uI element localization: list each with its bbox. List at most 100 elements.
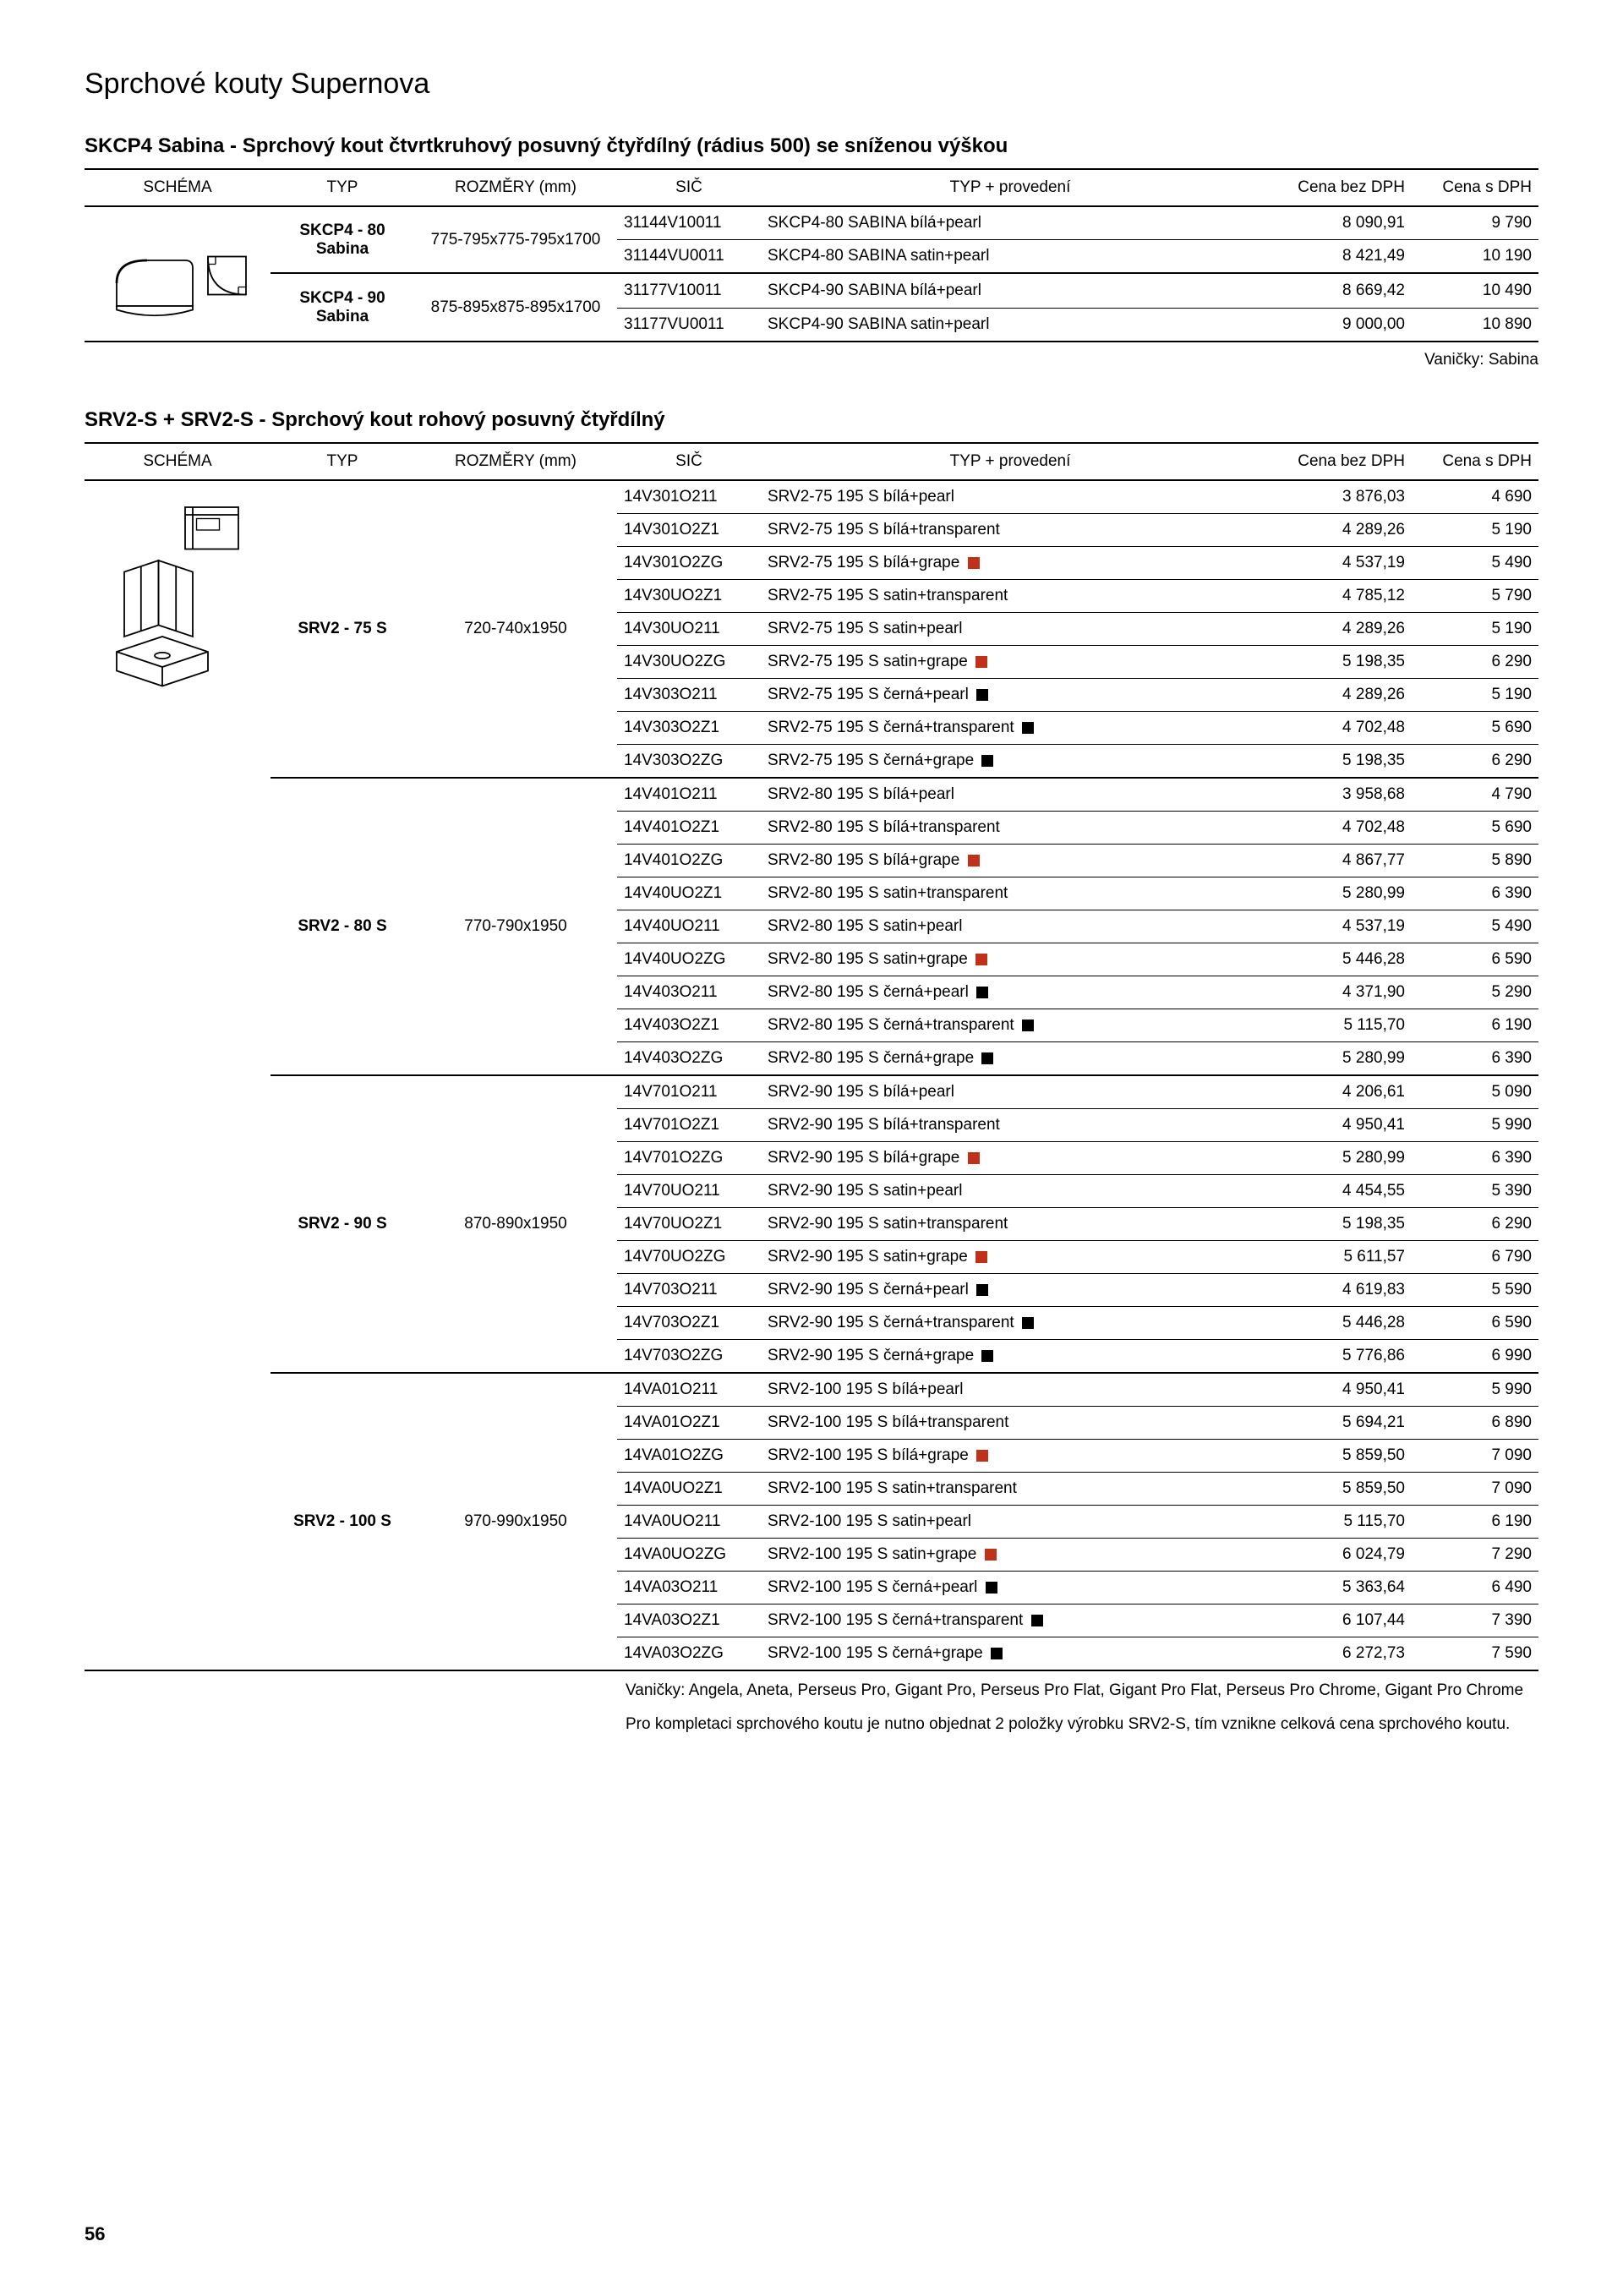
rozmery-cell: 770-790x1950 [414, 778, 617, 1075]
sic-cell: 14V40UO2Z1 [617, 877, 761, 910]
sic-cell: 14VA01O211 [617, 1373, 761, 1407]
black-square-icon [981, 1350, 993, 1362]
bez-cell: 5 363,64 [1260, 1572, 1412, 1604]
black-square-icon [976, 689, 988, 701]
sic-cell: 14V703O2ZG [617, 1340, 761, 1374]
prov-cell: SRV2-80 195 S satin+grape [761, 943, 1260, 976]
dph-cell: 7 390 [1412, 1604, 1538, 1637]
sic-cell: 14VA0UO2ZG [617, 1539, 761, 1572]
section1-title: SKCP4 Sabina - Sprchový kout čtvrtkruhov… [85, 134, 1538, 158]
bez-cell: 4 454,55 [1260, 1175, 1412, 1208]
dph-cell: 7 290 [1412, 1539, 1538, 1572]
sic-cell: 31177V10011 [617, 273, 761, 309]
table-header-row: SCHÉMA TYP ROZMĚRY (mm) SIČ TYP + proved… [85, 443, 1538, 480]
sic-cell: 14V703O211 [617, 1274, 761, 1307]
black-square-icon [1022, 722, 1034, 734]
dph-cell: 10 490 [1412, 273, 1538, 309]
prov-cell: SRV2-80 195 S černá+transparent [761, 1009, 1260, 1042]
prov-cell: SRV2-100 195 S satin+grape [761, 1539, 1260, 1572]
bez-cell: 5 859,50 [1260, 1440, 1412, 1473]
prov-cell: SRV2-80 195 S bílá+pearl [761, 778, 1260, 812]
dph-cell: 6 190 [1412, 1506, 1538, 1539]
black-square-icon [1022, 1317, 1034, 1329]
prov-cell: SRV2-75 195 S černá+pearl [761, 679, 1260, 712]
prov-cell: SRV2-75 195 S černá+transparent [761, 712, 1260, 745]
dph-cell: 5 290 [1412, 976, 1538, 1009]
table-header-row: SCHÉMA TYP ROZMĚRY (mm) SIČ TYP + proved… [85, 169, 1538, 206]
sic-cell: 14V701O211 [617, 1075, 761, 1109]
sic-cell: 14V30UO211 [617, 613, 761, 646]
table-row: SKCP4 - 80Sabina775-795x775-795x17003114… [85, 206, 1538, 240]
prov-cell: SRV2-90 195 S černá+transparent [761, 1307, 1260, 1340]
bez-cell: 5 280,99 [1260, 877, 1412, 910]
prov-cell: SRV2-80 195 S černá+pearl [761, 976, 1260, 1009]
prov-cell: SKCP4-80 SABINA bílá+pearl [761, 206, 1260, 240]
dph-cell: 5 190 [1412, 613, 1538, 646]
bez-cell: 4 702,48 [1260, 712, 1412, 745]
sic-cell: 31144V10011 [617, 206, 761, 240]
prov-cell: SRV2-100 195 S satin+transparent [761, 1473, 1260, 1506]
dph-cell: 6 290 [1412, 745, 1538, 779]
sic-cell: 14V303O211 [617, 679, 761, 712]
dph-cell: 5 490 [1412, 547, 1538, 580]
bez-cell: 4 289,26 [1260, 613, 1412, 646]
col-dph: Cena s DPH [1412, 443, 1538, 480]
dph-cell: 7 590 [1412, 1637, 1538, 1671]
bez-cell: 5 198,35 [1260, 1208, 1412, 1241]
bez-cell: 5 115,70 [1260, 1506, 1412, 1539]
dph-cell: 9 790 [1412, 206, 1538, 240]
sic-cell: 14V403O2ZG [617, 1042, 761, 1076]
col-dph: Cena s DPH [1412, 169, 1538, 206]
table-row: SRV2 - 90 S870-890x195014V701O211SRV2-90… [85, 1075, 1538, 1109]
dph-cell: 4 690 [1412, 480, 1538, 514]
typ-cell: SRV2 - 90 S [270, 1075, 414, 1373]
sic-cell: 14V30UO2Z1 [617, 580, 761, 613]
bez-cell: 6 107,44 [1260, 1604, 1412, 1637]
col-sic: SIČ [617, 169, 761, 206]
prov-cell: SRV2-75 195 S bílá+transparent [761, 514, 1260, 547]
table-row: SKCP4 - 90Sabina875-895x875-895x17003117… [85, 273, 1538, 309]
bez-cell: 3 958,68 [1260, 778, 1412, 812]
bez-cell: 4 537,19 [1260, 547, 1412, 580]
prov-cell: SRV2-100 195 S bílá+pearl [761, 1373, 1260, 1407]
dph-cell: 6 890 [1412, 1407, 1538, 1440]
col-typ: TYP [270, 169, 414, 206]
bez-cell: 5 776,86 [1260, 1340, 1412, 1374]
section1-note: Vaničky: Sabina [85, 351, 1538, 369]
dph-cell: 7 090 [1412, 1440, 1538, 1473]
bez-cell: 8 090,91 [1260, 206, 1412, 240]
prov-cell: SKCP4-90 SABINA satin+pearl [761, 309, 1260, 342]
sic-cell: 14V70UO2ZG [617, 1241, 761, 1274]
dph-cell: 5 990 [1412, 1109, 1538, 1142]
sic-cell: 14V30UO2ZG [617, 646, 761, 679]
prov-cell: SRV2-80 195 S bílá+transparent [761, 812, 1260, 845]
prov-cell: SRV2-100 195 S satin+pearl [761, 1506, 1260, 1539]
prov-cell: SRV2-75 195 S bílá+grape [761, 547, 1260, 580]
prov-cell: SRV2-75 195 S satin+transparent [761, 580, 1260, 613]
sic-cell: 14V40UO2ZG [617, 943, 761, 976]
sic-cell: 14V701O2Z1 [617, 1109, 761, 1142]
typ-cell: SKCP4 - 80Sabina [270, 206, 414, 273]
prov-cell: SRV2-90 195 S satin+transparent [761, 1208, 1260, 1241]
typ-cell: SRV2 - 100 S [270, 1373, 414, 1670]
prov-cell: SRV2-80 195 S satin+pearl [761, 910, 1260, 943]
rozmery-cell: 870-890x1950 [414, 1075, 617, 1373]
dph-cell: 5 590 [1412, 1274, 1538, 1307]
dph-cell: 5 490 [1412, 910, 1538, 943]
prov-cell: SRV2-80 195 S černá+grape [761, 1042, 1260, 1076]
section2-table: SCHÉMA TYP ROZMĚRY (mm) SIČ TYP + proved… [85, 442, 1538, 1671]
section2-title: SRV2-S + SRV2-S - Sprchový kout rohový p… [85, 408, 1538, 432]
rozmery-cell: 720-740x1950 [414, 480, 617, 778]
sic-cell: 14V701O2ZG [617, 1142, 761, 1175]
schema-corner-icon [101, 496, 254, 716]
col-prov: TYP + provedení [761, 169, 1260, 206]
sic-cell: 14V401O2Z1 [617, 812, 761, 845]
col-schema: SCHÉMA [85, 169, 270, 206]
black-square-icon [986, 1582, 997, 1594]
red-square-icon [968, 1152, 980, 1164]
bez-cell: 6 024,79 [1260, 1539, 1412, 1572]
sic-cell: 14V403O2Z1 [617, 1009, 761, 1042]
table-row: SRV2 - 100 S970-990x195014VA01O211SRV2-1… [85, 1373, 1538, 1407]
dph-cell: 4 790 [1412, 778, 1538, 812]
typ-cell: SKCP4 - 90Sabina [270, 273, 414, 342]
